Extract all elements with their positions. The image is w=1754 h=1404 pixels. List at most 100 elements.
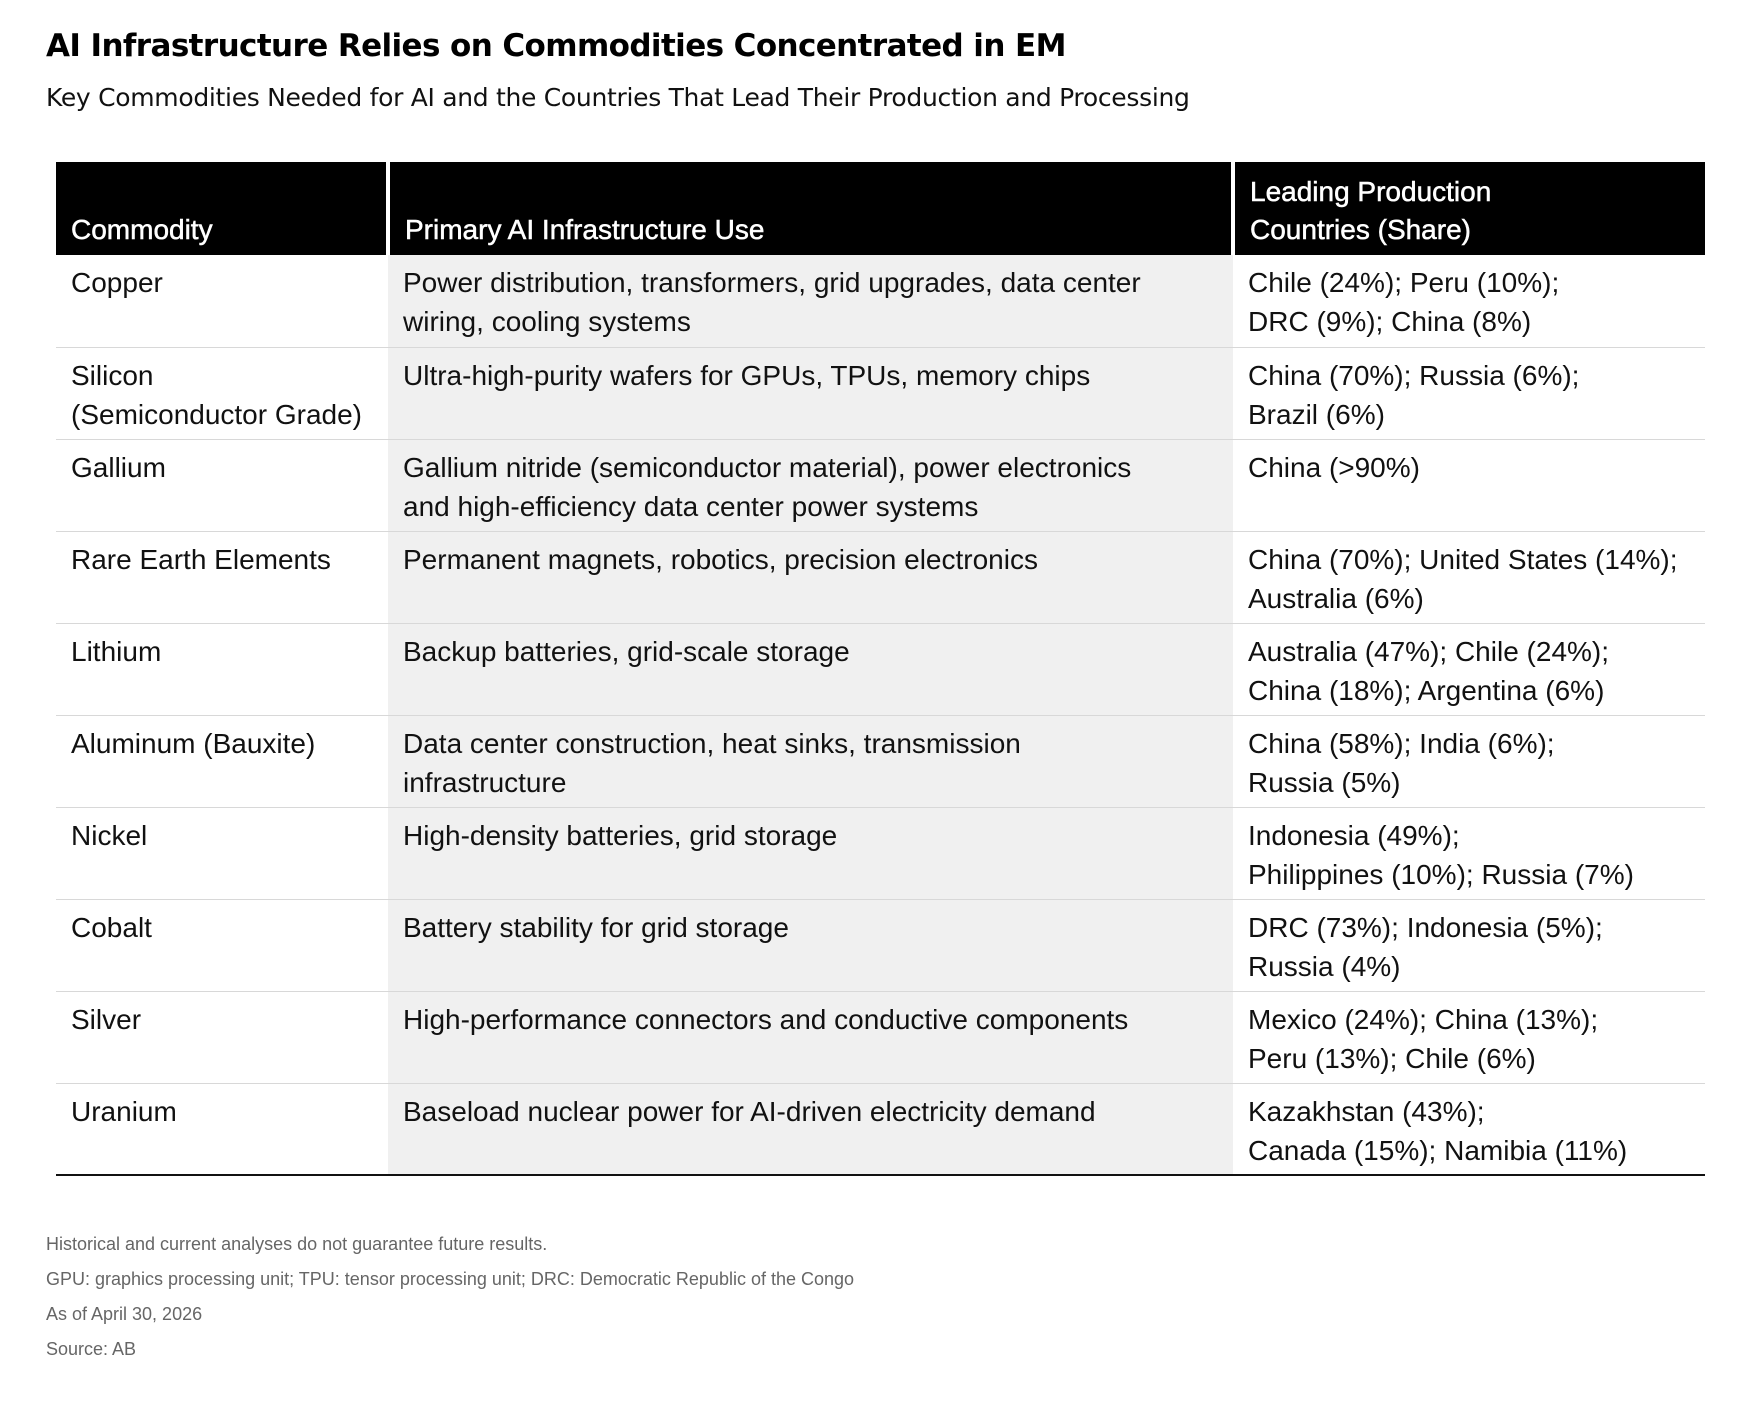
table-row: Nickel High-density batteries, grid stora…	[56, 806, 1705, 899]
table-row: Aluminum (Bauxite) Data center constructi…	[56, 714, 1705, 807]
footnote: GPU: graphics processing unit; TPU: tens…	[46, 1269, 855, 1289]
commodity-table-container: Commodity Primary AI Infrastructure Use …	[56, 162, 1705, 1176]
chart-subtitle: Key Commodities Needed for AI and the Co…	[46, 83, 1190, 112]
use-cell-line: infrastructure	[403, 766, 567, 798]
table-row: Uranium Baseload nuclear power for AI-dri…	[56, 1082, 1705, 1176]
table-row: Silver High-performance connectors and co…	[56, 990, 1705, 1083]
commodity-cell: Uranium	[56, 1082, 388, 1176]
countries-cell-line: Mexico (24%); China (13%);	[1248, 1003, 1599, 1035]
commodity-cell-line: Silver	[71, 1003, 142, 1035]
countries-cell-line: China (18%); Argentina (6%)	[1248, 674, 1605, 706]
use-cell: Ultra-high-purity wafers for GPUs, TPUs,…	[388, 346, 1233, 439]
commodity-cell-line: Copper	[71, 267, 163, 298]
use-cell-line: Data center construction, heat sinks, tr…	[403, 727, 1021, 759]
footnote: Historical and current analyses do not g…	[46, 1234, 548, 1254]
use-cell: High-density batteries, grid storage	[388, 806, 1233, 899]
commodity-cell: Nickel	[56, 806, 388, 899]
countries-cell: DRC (73%); Indonesia (5%); Russia (4%)	[1233, 898, 1705, 991]
use-cell-line: and high-efficiency data center power sy…	[403, 490, 979, 522]
use-cell: Permanent magnets, robotics, precision e…	[388, 530, 1233, 623]
table-body: Copper Power distribution, transformers, …	[56, 255, 1705, 1176]
countries-cell-line: Chile (24%); Peru (10%);	[1248, 267, 1560, 298]
use-cell-line: Baseload nuclear power for AI-driven ele…	[403, 1095, 1096, 1127]
countries-cell: China (>90%)	[1233, 438, 1705, 531]
commodity-cell: Aluminum (Bauxite)	[56, 714, 388, 807]
header-leading-countries-line-1: Leading Production	[1250, 176, 1492, 208]
header-primary-use: Primary AI Infrastructure Use	[386, 162, 1233, 255]
table-row: Lithium Backup batteries, grid-scale stor…	[56, 622, 1705, 715]
countries-cell: Mexico (24%); China (13%); Peru (13%); Ch…	[1233, 990, 1705, 1083]
use-cell: Backup batteries, grid-scale storage	[388, 622, 1233, 715]
countries-cell-line: China (70%); United States (14%);	[1248, 543, 1678, 575]
countries-cell-line: Canada (15%); Namibia (11%)	[1248, 1134, 1628, 1166]
use-cell-line: High-density batteries, grid storage	[403, 819, 838, 851]
header-commodity-line: Commodity	[71, 214, 213, 246]
table-header: Commodity Primary AI Infrastructure Use …	[56, 162, 1705, 255]
commodity-cell-line: Silicon	[71, 359, 154, 391]
countries-cell-line: Brazil (6%)	[1248, 398, 1385, 430]
commodity-cell: Gallium	[56, 438, 388, 531]
countries-cell-line: Indonesia (49%);	[1248, 819, 1460, 851]
countries-cell-line: Russia (5%)	[1248, 766, 1401, 798]
chart-title: AI Infrastructure Relies on Commodities …	[46, 28, 1066, 64]
footnotes: Historical and current analyses do not g…	[46, 1227, 854, 1367]
use-cell-line: Power distribution, transformers, grid u…	[403, 267, 1141, 298]
commodity-cell-line: Aluminum (Bauxite)	[71, 727, 316, 759]
commodity-cell: Cobalt	[56, 898, 388, 991]
countries-cell-line: Kazakhstan (43%);	[1248, 1095, 1485, 1127]
use-cell-line: Ultra-high-purity wafers for GPUs, TPUs,…	[403, 359, 1091, 391]
countries-cell: China (70%); Russia (6%); Brazil (6%)	[1233, 346, 1705, 439]
use-cell: Data center construction, heat sinks, tr…	[388, 714, 1233, 807]
header-row: Commodity Primary AI Infrastructure Use …	[56, 162, 1705, 255]
countries-cell: Australia (47%); Chile (24%); China (18%)…	[1233, 622, 1705, 715]
table-row: Silicon (Semiconductor Grade) Ultra-high-p…	[56, 346, 1705, 439]
table-row: Rare Earth Elements Permanent magnets, ro…	[56, 530, 1705, 623]
commodity-cell-line: Gallium	[71, 451, 166, 483]
commodity-cell-line: Nickel	[71, 819, 148, 851]
use-cell: High-performance connectors and conducti…	[388, 990, 1233, 1083]
use-cell-line: wiring, cooling systems	[403, 306, 691, 337]
header-primary-use-line: Primary AI Infrastructure Use	[405, 214, 765, 246]
countries-cell-line: China (58%); India (6%);	[1248, 727, 1555, 759]
countries-cell: China (58%); India (6%); Russia (5%)	[1233, 714, 1705, 807]
countries-cell-line: Russia (4%)	[1248, 950, 1401, 982]
commodity-table: Commodity Primary AI Infrastructure Use …	[56, 162, 1705, 1176]
countries-cell-line: DRC (9%); China (8%)	[1248, 306, 1532, 337]
commodity-cell: Rare Earth Elements	[56, 530, 388, 623]
use-cell: Baseload nuclear power for AI-driven ele…	[388, 1082, 1233, 1176]
use-cell-line: Permanent magnets, robotics, precision e…	[403, 543, 1038, 575]
commodity-cell-line: Rare Earth Elements	[71, 543, 331, 575]
countries-cell-line: Australia (6%)	[1248, 582, 1424, 614]
use-cell-line: Backup batteries, grid-scale storage	[403, 635, 850, 667]
countries-cell-line: China (>90%)	[1248, 451, 1420, 483]
countries-cell-line: DRC (73%); Indonesia (5%);	[1248, 911, 1603, 943]
header-commodity: Commodity	[56, 162, 388, 255]
commodity-cell-line: Lithium	[71, 635, 162, 667]
commodity-cell-line: (Semiconductor Grade)	[71, 398, 363, 430]
use-cell-line: Gallium nitride (semiconductor material)…	[403, 451, 1132, 483]
countries-cell: Chile (24%); Peru (10%); DRC (9%); China …	[1233, 255, 1705, 347]
countries-cell: Kazakhstan (43%); Canada (15%); Namibia (…	[1233, 1082, 1705, 1176]
use-cell: Power distribution, transformers, grid u…	[388, 255, 1233, 347]
countries-cell: Indonesia (49%); Philippines (10%); Russi…	[1233, 806, 1705, 899]
footnote: As of April 30, 2026	[46, 1304, 203, 1324]
countries-cell-line: Australia (47%); Chile (24%);	[1248, 635, 1610, 667]
countries-cell-line: China (70%); Russia (6%);	[1248, 359, 1580, 391]
countries-cell-line: Peru (13%); Chile (6%)	[1248, 1042, 1536, 1074]
countries-cell: China (70%); United States (14%); Austral…	[1233, 530, 1705, 623]
commodity-cell: Silver	[56, 990, 388, 1083]
footnote: Source: AB	[46, 1339, 137, 1359]
header-leading-countries: Leading Production Countries (Share)	[1231, 162, 1705, 255]
commodity-cell: Silicon (Semiconductor Grade)	[56, 346, 388, 439]
use-cell: Gallium nitride (semiconductor material)…	[388, 438, 1233, 531]
commodity-cell: Copper	[56, 255, 388, 347]
commodity-cell-line: Cobalt	[71, 911, 152, 943]
use-cell-line: High-performance connectors and conducti…	[403, 1003, 1129, 1035]
use-cell: Battery stability for grid storage	[388, 898, 1233, 991]
header-leading-countries-line-2: Countries (Share)	[1250, 214, 1471, 246]
table-row: Cobalt Battery stability for grid storage…	[56, 898, 1705, 991]
use-cell-line: Battery stability for grid storage	[403, 911, 789, 943]
table-row: Gallium Gallium nitride (semiconductor ma…	[56, 438, 1705, 531]
commodity-cell-line: Uranium	[71, 1095, 177, 1127]
table-row: Copper Power distribution, transformers, …	[56, 255, 1705, 347]
